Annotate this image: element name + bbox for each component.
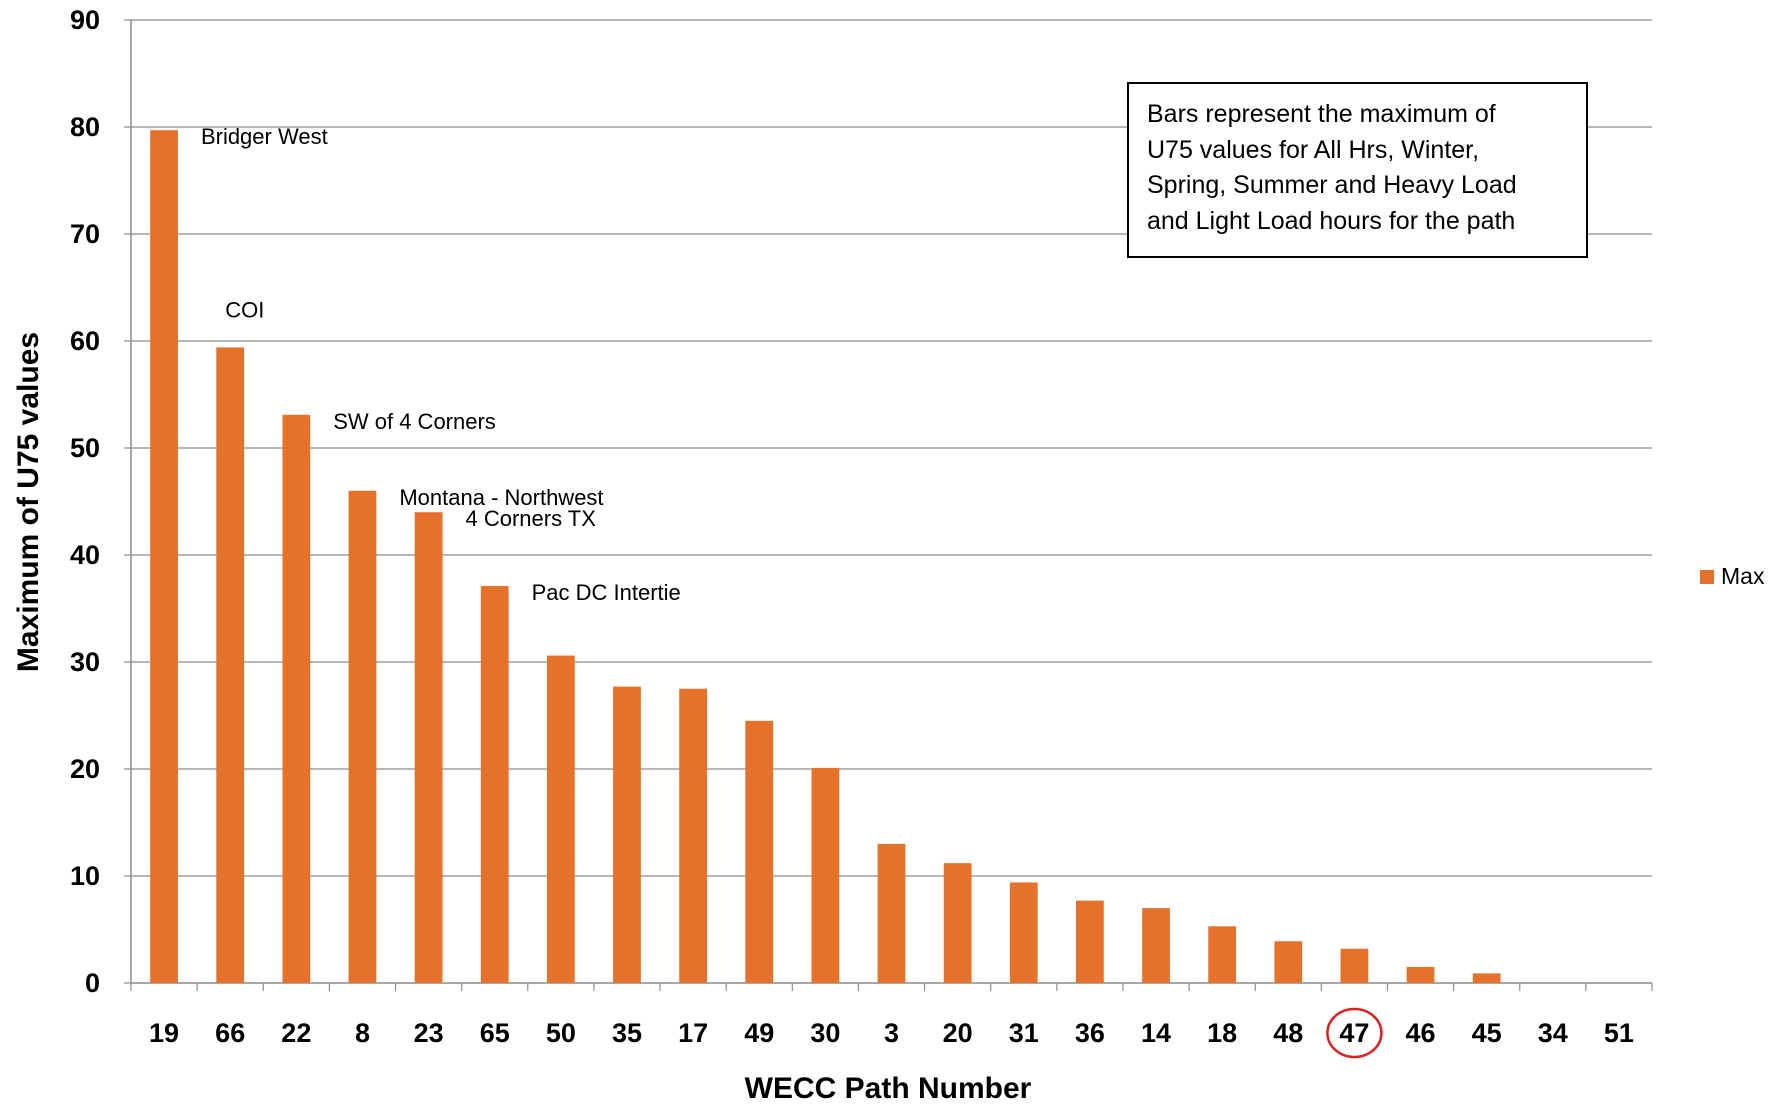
- x-tick-label: 14: [1141, 1018, 1171, 1048]
- bar: [877, 843, 906, 983]
- bar-annotation: SW of 4 Corners: [333, 409, 496, 434]
- x-tick-label: 23: [414, 1018, 444, 1048]
- note-box: Bars represent the maximum of U75 values…: [1127, 82, 1588, 258]
- x-tick-label: 50: [546, 1018, 576, 1048]
- x-tick-label: 49: [744, 1018, 774, 1048]
- legend-label-max: Max: [1721, 563, 1765, 589]
- bar-annotation: 4 Corners TX: [465, 506, 596, 531]
- bar: [613, 686, 641, 983]
- x-tick-label: 19: [149, 1018, 179, 1048]
- y-tick-label: 50: [70, 433, 100, 463]
- y-tick-label: 30: [70, 647, 100, 677]
- x-tick-label: 31: [1009, 1018, 1039, 1048]
- bar: [480, 586, 509, 983]
- x-tick-label: 36: [1075, 1018, 1105, 1048]
- x-tick-label: 3: [884, 1018, 899, 1048]
- bar: [216, 347, 245, 983]
- x-tick-label: 48: [1273, 1018, 1303, 1048]
- bar: [1406, 966, 1435, 983]
- y-tick-label: 20: [70, 754, 100, 784]
- y-tick-label: 90: [70, 5, 100, 35]
- bar-annotation: COI: [225, 297, 264, 322]
- bar: [1472, 973, 1501, 983]
- y-tick-labels: 0 10 20 30 40 50 60 70 80 90: [70, 5, 131, 998]
- bar-annotations: Bridger West COI SW of 4 Corners Montana - …: [201, 124, 681, 605]
- bar-annotation: Pac DC Intertie: [532, 580, 681, 605]
- bar: [679, 688, 707, 983]
- note-line: Bars represent the maximum of: [1147, 100, 1496, 128]
- x-tick-label: 18: [1207, 1018, 1237, 1048]
- bar: [1208, 926, 1237, 983]
- bar: [1274, 941, 1303, 983]
- gridlines: [131, 19, 1652, 877]
- y-tick-label: 80: [70, 112, 100, 142]
- x-tick-label: 66: [215, 1018, 245, 1048]
- y-tick-label: 40: [70, 540, 100, 570]
- x-tick-label: 17: [678, 1018, 708, 1048]
- x-tick-label: 20: [943, 1018, 973, 1048]
- x-tick-label: 46: [1406, 1018, 1436, 1048]
- bar: [414, 512, 443, 983]
- x-tick-label: 65: [480, 1018, 510, 1048]
- note-line: Spring, Summer and Heavy Load: [1147, 171, 1517, 199]
- bar: [348, 490, 377, 983]
- y-tick-label: 60: [70, 326, 100, 356]
- legend: Max: [1700, 563, 1765, 589]
- x-tick-label: 45: [1472, 1018, 1502, 1048]
- bar: [745, 720, 774, 983]
- x-tick-label: 8: [355, 1018, 370, 1048]
- x-tick-label: 47: [1339, 1018, 1369, 1048]
- x-tick-labels: 19 66 22 8 23 65 50 35 17 49 30 3 20 31 36 14 18 48 47 46 45…: [149, 1007, 1634, 1059]
- x-tick-label: 22: [281, 1018, 311, 1048]
- legend-swatch-max: [1700, 570, 1714, 584]
- x-tick-label: 30: [810, 1018, 840, 1048]
- note-line: and Light Load hours for the path: [1147, 207, 1515, 235]
- bar: [150, 130, 178, 983]
- bar: [1076, 900, 1104, 983]
- bar: [943, 863, 972, 983]
- y-axis-title: Maximum of U75 values: [12, 332, 45, 672]
- x-tick-label: 34: [1538, 1018, 1568, 1048]
- note-line: U75 values for All Hrs, Winter,: [1147, 136, 1479, 164]
- bar-annotation: Bridger West: [201, 124, 328, 149]
- bar: [1009, 882, 1038, 983]
- highlight-circle: [1326, 1007, 1383, 1059]
- bar: [1340, 948, 1369, 983]
- bar: [546, 655, 575, 983]
- bar: [1142, 908, 1170, 983]
- x-axis-title: WECC Path Number: [745, 1072, 1032, 1105]
- bar-annotation: Montana - Northwest: [399, 485, 603, 510]
- bar: [282, 414, 311, 984]
- bars: [150, 130, 1501, 984]
- x-tick-label: 35: [612, 1018, 642, 1048]
- bar: [811, 767, 840, 983]
- y-tick-label: 70: [70, 219, 100, 249]
- y-tick-label: 10: [70, 861, 100, 891]
- note-box-border: [1127, 82, 1588, 258]
- x-tick-label: 51: [1604, 1018, 1634, 1048]
- y-tick-label: 0: [85, 968, 100, 998]
